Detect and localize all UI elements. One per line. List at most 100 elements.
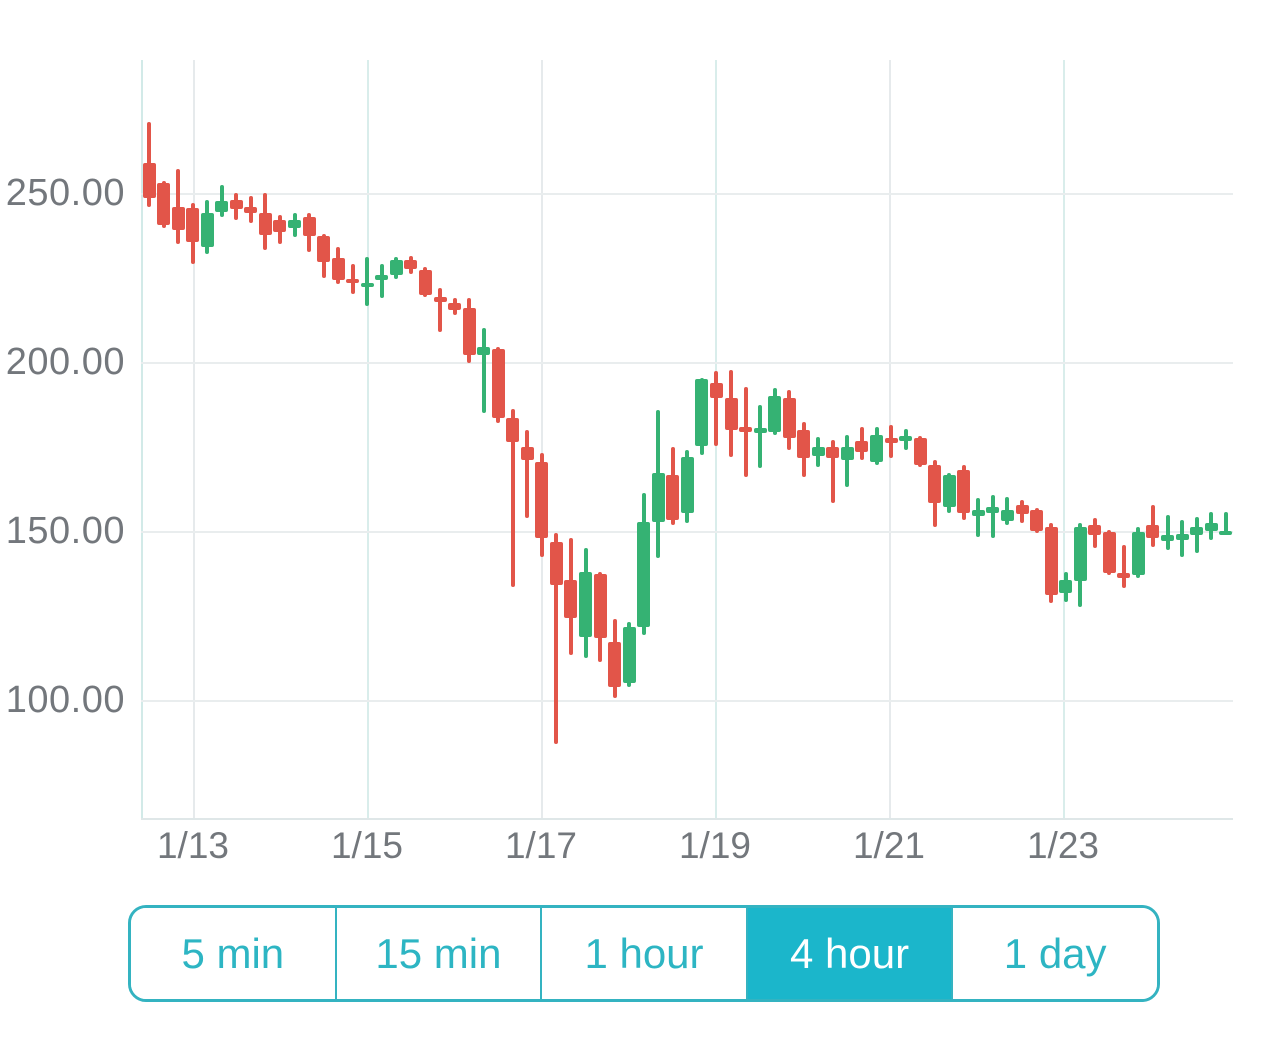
candle-body-up xyxy=(680,456,694,514)
x-axis-label: 1/23 xyxy=(1026,825,1099,866)
y-axis-label: 250.00 xyxy=(5,172,125,214)
candle-body-up xyxy=(1175,534,1189,540)
interval-button-label: 5 min xyxy=(181,929,285,977)
y-axis-label: 200.00 xyxy=(5,341,125,383)
interval-button-label: 15 min xyxy=(375,929,502,977)
candle-body-down xyxy=(1117,573,1131,578)
candle-body-down xyxy=(142,162,156,199)
candle-wick-up xyxy=(758,404,763,469)
candle-wick-down xyxy=(350,263,355,295)
candle-body-down xyxy=(782,398,796,439)
interval-button-1-hour[interactable]: 1 hour xyxy=(540,908,746,999)
candle-body-down xyxy=(346,279,360,284)
candle-body-down xyxy=(302,216,316,236)
candle-body-down xyxy=(433,296,447,302)
candle-body-down xyxy=(535,461,549,539)
candle-wick-down xyxy=(830,440,835,504)
interval-button-4-hour[interactable]: 4 hour xyxy=(745,908,952,999)
candle-body-up xyxy=(695,379,709,447)
candle-body-up xyxy=(375,275,389,280)
candle-wick-down xyxy=(743,386,748,477)
candle-body-up xyxy=(1219,530,1233,535)
candle-wick-down xyxy=(1121,544,1126,589)
candle-body-up xyxy=(986,506,1000,513)
candle-body-up xyxy=(1059,580,1073,594)
candle-body-down xyxy=(520,446,534,461)
gridline-vertical xyxy=(541,60,543,818)
candle-wick-up xyxy=(1223,512,1228,535)
x-axis-label: 1/19 xyxy=(678,825,751,866)
candle-wick-up xyxy=(1165,515,1170,550)
candle-body-up xyxy=(942,474,956,507)
candle-body-down xyxy=(244,206,258,214)
candle-wick-up xyxy=(481,328,486,413)
candle-body-down xyxy=(491,349,505,419)
candle-wick-down xyxy=(438,288,442,332)
candle-body-down xyxy=(549,541,563,586)
candle-wick-down xyxy=(714,371,719,447)
candle-body-up xyxy=(1161,535,1174,542)
candle-body-down xyxy=(171,206,185,231)
gridline-vertical xyxy=(193,60,195,818)
candle-wick-up xyxy=(379,263,384,298)
candle-body-up xyxy=(1190,526,1204,535)
candle-body-down xyxy=(608,641,622,687)
candle-body-up xyxy=(215,201,229,213)
y-axis-label: 150.00 xyxy=(5,510,125,552)
interval-button-1-day[interactable]: 1 day xyxy=(951,908,1157,999)
gridline-horizontal xyxy=(141,531,1233,533)
interval-button-label: 1 hour xyxy=(584,929,704,977)
candle-body-down xyxy=(273,220,287,232)
candle-body-up xyxy=(1073,526,1087,581)
candle-body-down xyxy=(593,573,607,639)
candle-body-down xyxy=(1146,524,1160,539)
candle-body-down xyxy=(913,438,927,466)
candle-body-up xyxy=(651,473,665,522)
x-axis-label: 1/17 xyxy=(504,825,577,866)
candle-wick-down xyxy=(510,409,515,587)
gridline-vertical xyxy=(1063,60,1065,818)
candle-wick-up xyxy=(1194,516,1199,554)
candle-body-down xyxy=(739,426,753,432)
candle-body-down xyxy=(666,474,680,520)
interval-button-label: 4 hour xyxy=(790,929,910,977)
x-axis-line xyxy=(141,818,1233,820)
interval-button-15-min[interactable]: 15 min xyxy=(334,908,541,999)
candle-body-down xyxy=(462,308,476,355)
candle-body-down xyxy=(957,470,971,514)
candle-body-up xyxy=(579,571,592,637)
candle-body-down xyxy=(1015,504,1029,515)
candle-wick-down xyxy=(176,169,181,244)
candlestick-chart[interactable]: 250.00 200.00 150.00 100.00 1/13 1/15 1/17 1/19… xyxy=(0,0,1280,880)
plot-left-border xyxy=(141,60,143,818)
candle-body-down xyxy=(331,258,345,280)
candle-body-up xyxy=(288,220,301,229)
candle-wick-up xyxy=(365,257,370,307)
x-axis-label: 1/21 xyxy=(852,825,925,866)
interval-button-5-min[interactable]: 5 min xyxy=(131,908,335,999)
candle-body-up xyxy=(360,282,374,287)
interval-toolbar: 5 min 15 min 1 hour 4 hour 1 day xyxy=(128,905,1160,1002)
candle-body-down xyxy=(418,270,432,296)
candle-wick-up xyxy=(845,435,850,487)
candle-body-down xyxy=(1102,531,1116,573)
candle-body-down xyxy=(1044,526,1058,595)
candle-body-down xyxy=(1030,510,1044,532)
candle-wick-up xyxy=(976,498,981,537)
x-axis-label: 1/15 xyxy=(330,825,403,866)
candle-body-down xyxy=(826,446,840,459)
gridline-horizontal xyxy=(141,700,1233,702)
candle-body-down xyxy=(506,417,520,442)
candle-body-up xyxy=(637,521,651,627)
gridline-horizontal xyxy=(141,193,1233,195)
candle-body-down xyxy=(709,383,723,399)
candle-body-down xyxy=(448,302,462,310)
candle-body-up xyxy=(768,396,782,432)
candle-body-down xyxy=(884,438,898,444)
candle-body-down xyxy=(229,199,243,209)
candle-body-up xyxy=(811,446,825,456)
candle-body-down xyxy=(797,429,811,459)
candle-wick-down xyxy=(554,533,559,744)
candle-body-down xyxy=(855,441,869,452)
candle-body-up xyxy=(753,428,767,434)
